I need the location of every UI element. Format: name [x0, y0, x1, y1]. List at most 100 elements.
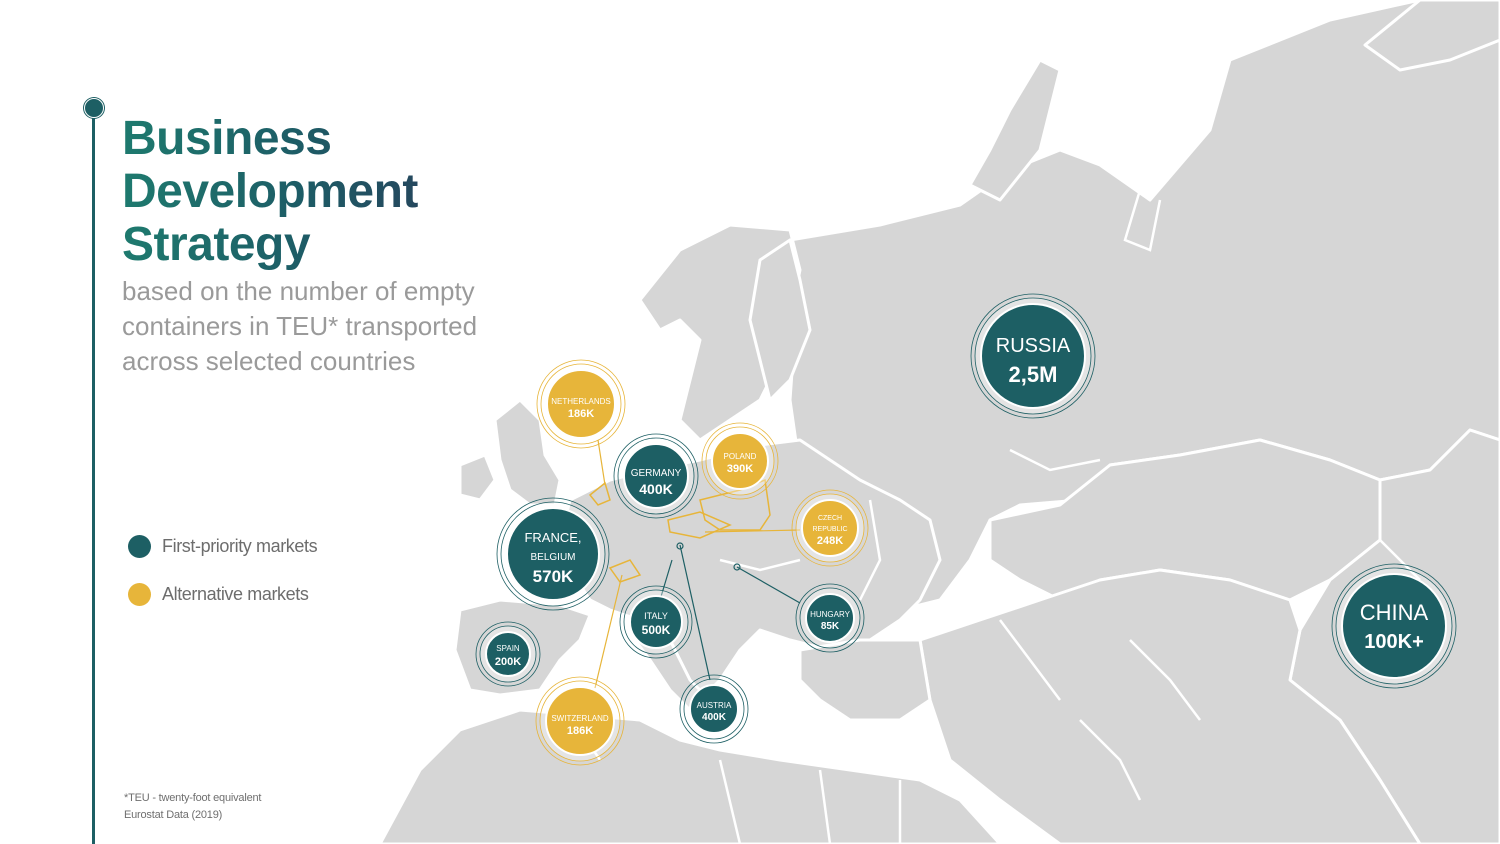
footnote-source: Eurostat Data (2019): [124, 809, 223, 821]
marker-name: AUSTRIA: [697, 701, 732, 710]
connector-austria: [679, 544, 711, 681]
marker-circle: [805, 593, 855, 643]
accent-line: [92, 108, 95, 844]
outline-czech: [667, 511, 732, 539]
marker-netherlands[interactable]: NETHERLANDS 186K: [536, 359, 626, 449]
legend-item-alternative: Alternative markets: [128, 582, 317, 606]
marker-austria[interactable]: AUSTRIA 400K: [679, 674, 749, 744]
title-line-2: Development: [122, 165, 418, 218]
land-ireland: [458, 453, 497, 502]
marker-circle: [711, 432, 769, 490]
marker-russia[interactable]: RUSSIA 2,5M: [970, 293, 1096, 419]
connector-switzerland: [594, 574, 623, 689]
marker-name: CZECH: [818, 515, 842, 522]
marker-circle: [485, 631, 531, 677]
connector-dot-hungary: [733, 563, 741, 571]
marker-name: POLAND: [724, 452, 757, 461]
connector-netherlands: [597, 439, 606, 486]
marker-name: SPAIN: [496, 644, 520, 653]
connector-dot-austria: [676, 542, 684, 550]
connector-czech: [704, 529, 801, 533]
marker-ring: [970, 293, 1096, 419]
marker-circle: [801, 499, 859, 557]
marker-value: 85K: [821, 621, 840, 632]
subtitle: based on the number of empty containers …: [122, 276, 478, 376]
market-markers: RUSSIA 2,5M CHINA 100K+ FRANCE, BELGIUM 570K GE…: [475, 293, 1457, 766]
marker-china[interactable]: CHINA 100K+: [1331, 563, 1457, 689]
marker-ring: [795, 583, 865, 653]
accent-dot: [84, 98, 104, 118]
marker-ring: [475, 621, 541, 687]
marker-value: 500K: [642, 623, 671, 637]
legend-dot-alternative: [128, 582, 151, 606]
marker-circle: [545, 686, 615, 756]
marker-name: CHINA: [1360, 600, 1429, 625]
legend-label: First-priority markets: [162, 535, 318, 556]
marker-ring: [679, 674, 749, 744]
marker-italy[interactable]: ITALY 500K: [619, 585, 693, 659]
marker-value: 570K: [533, 567, 574, 586]
outline-switzerland: [608, 559, 642, 583]
legend-item-first-priority: First-priority markets: [128, 534, 318, 558]
marker-name: ITALY: [644, 611, 668, 621]
marker-france[interactable]: FRANCE, BELGIUM 570K: [496, 497, 610, 611]
marker-name: GERMANY: [631, 468, 682, 479]
marker-value: 100K+: [1364, 631, 1424, 653]
marker-ring: [791, 489, 869, 567]
title-line-3: Strategy: [122, 218, 311, 271]
marker-name: HUNGARY: [810, 610, 851, 619]
marker-germany[interactable]: GERMANY 400K: [613, 433, 699, 519]
outline-netherlands: [588, 481, 611, 506]
marker-name-2: REPUBLIC: [812, 526, 847, 533]
marker-circle: [980, 303, 1086, 409]
title-line-1: Business: [122, 112, 332, 165]
marker-circle: [689, 684, 739, 734]
marker-name-2: BELGIUM: [530, 552, 575, 563]
connector-hungary: [736, 566, 801, 604]
marker-value: 248K: [817, 535, 843, 547]
marker-value: 186K: [568, 408, 594, 420]
marker-circle: [506, 507, 600, 601]
legend: First-priority markets Alternative marke…: [128, 534, 318, 630]
land-novaya-zemlya: [968, 58, 1062, 202]
marker-name: FRANCE,: [524, 530, 581, 545]
marker-name: NETHERLANDS: [551, 397, 611, 406]
marker-circle: [623, 443, 689, 509]
marker-ring: [536, 359, 626, 449]
marker-ring: [496, 497, 610, 611]
footnote: *TEU - twenty-foot equivalent Eurostat D…: [124, 790, 261, 824]
marker-switzerland[interactable]: SWITZERLAND 186K: [535, 676, 625, 766]
marker-spain[interactable]: SPAIN 200K: [475, 621, 541, 687]
marker-circle: [1341, 573, 1447, 679]
land-finland: [748, 238, 812, 402]
marker-value: 400K: [702, 712, 727, 723]
land-arctic-island: [1363, 0, 1500, 72]
marker-czech[interactable]: CZECH REPUBLIC 248K: [791, 489, 869, 567]
marker-ring: [701, 422, 779, 500]
marker-ring: [1331, 563, 1457, 689]
land-middle-east: [918, 568, 1422, 844]
marker-circle: [629, 595, 683, 649]
marker-hungary[interactable]: HUNGARY 85K: [795, 583, 865, 653]
marker-ring: [613, 433, 699, 519]
marker-value: 186K: [567, 725, 593, 737]
marker-name: SWITZERLAND: [551, 714, 609, 723]
marker-circle: [546, 369, 616, 439]
land-great-britain: [493, 398, 562, 507]
marker-poland[interactable]: POLAND 390K: [701, 422, 779, 500]
page-title: Business Development Strategy: [122, 112, 418, 271]
marker-ring: [619, 585, 693, 659]
footnote-teu: *TEU - twenty-foot equivalent: [124, 792, 262, 804]
legend-label: Alternative markets: [162, 583, 309, 604]
marker-value: 400K: [639, 481, 672, 497]
marker-ring: [535, 676, 625, 766]
marker-value: 200K: [495, 656, 521, 668]
land-turkey: [798, 638, 932, 722]
marker-value: 390K: [727, 463, 753, 475]
marker-name: RUSSIA: [996, 335, 1071, 357]
legend-dot-primary: [128, 534, 151, 558]
connector-lines: [594, 439, 801, 689]
marker-value: 2,5M: [1009, 362, 1058, 387]
land-north-africa: [378, 708, 1002, 844]
